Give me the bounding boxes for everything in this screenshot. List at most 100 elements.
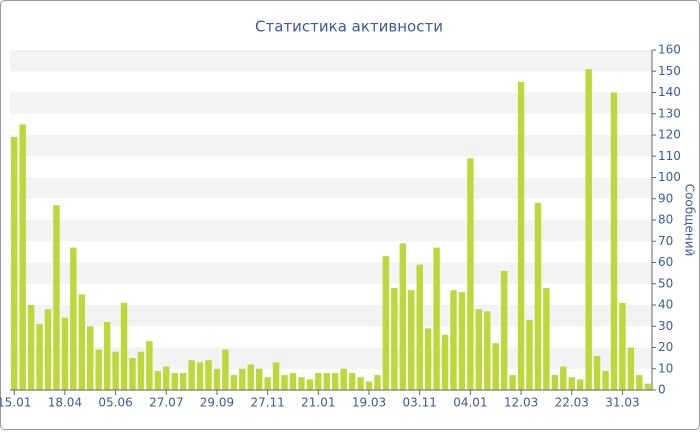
bar (205, 360, 212, 390)
x-tick-label: 18.04 (48, 396, 82, 410)
bar (416, 264, 423, 390)
y-tick-label: 0 (658, 383, 666, 397)
bar (560, 366, 567, 390)
bar (70, 247, 77, 390)
bar (222, 349, 229, 390)
grid-band (10, 92, 652, 114)
bar (95, 349, 102, 390)
x-tick-label: 15.01 (0, 396, 31, 410)
bar (382, 256, 390, 390)
x-tick-label: 21.01 (301, 396, 335, 410)
bar (11, 137, 18, 390)
bar (348, 373, 356, 390)
y-tick-label: 50 (658, 276, 673, 290)
bar (196, 362, 204, 390)
bar (357, 377, 364, 390)
bar (627, 347, 635, 390)
x-tick-label: 04.01 (453, 396, 487, 410)
grid-band (10, 177, 652, 199)
bar (593, 356, 601, 390)
y-tick-label: 70 (658, 234, 673, 248)
bar (298, 377, 305, 390)
bar (289, 373, 297, 390)
bar (213, 368, 221, 390)
x-tick-label: 12.03 (504, 396, 538, 410)
bar (323, 373, 330, 390)
bar (272, 362, 280, 390)
bar (188, 360, 195, 390)
y-tick-label: 80 (658, 213, 673, 227)
bar (264, 377, 271, 390)
bar (87, 326, 94, 390)
bar (171, 373, 178, 390)
bar (374, 375, 381, 390)
x-tick-label: 29.09 (200, 396, 234, 410)
bar (636, 375, 643, 390)
chart-title: Статистика активности (255, 18, 443, 36)
y-tick-label: 10 (658, 361, 673, 375)
bar (399, 243, 407, 390)
bar (340, 368, 347, 390)
grid-band (10, 50, 652, 72)
bar (179, 373, 187, 390)
bar (120, 302, 128, 390)
y-tick-label: 130 (658, 106, 681, 120)
bar (585, 69, 592, 390)
bar (610, 92, 618, 390)
bar (424, 328, 432, 390)
y-tick-label: 60 (658, 255, 673, 269)
bar (484, 311, 491, 390)
bar (534, 203, 542, 390)
bar (441, 334, 449, 390)
x-tick-label: 27.11 (250, 396, 284, 410)
bar (619, 302, 626, 390)
grid-band (10, 305, 652, 327)
y-tick-label: 110 (658, 149, 681, 163)
y-tick-label: 40 (658, 298, 673, 312)
bar (255, 368, 263, 390)
bar (543, 288, 550, 390)
y-tick-label: 90 (658, 191, 673, 205)
bar (492, 343, 499, 390)
bar (103, 322, 111, 390)
bar (239, 368, 246, 390)
grid-band (10, 347, 652, 369)
bar (467, 158, 474, 390)
y-tick-label: 160 (658, 43, 681, 57)
bar (306, 379, 314, 390)
x-tick-label: 19.03 (352, 396, 386, 410)
y-tick-label: 100 (658, 170, 681, 184)
y-axis-label: Сообщений (683, 184, 697, 257)
bar (576, 379, 584, 390)
bar (315, 373, 322, 390)
bar (602, 370, 609, 390)
bar (27, 305, 35, 390)
bar (551, 375, 559, 390)
bar (36, 324, 43, 390)
bar (78, 294, 86, 390)
bar (509, 375, 516, 390)
bar (568, 377, 575, 390)
grid-band (10, 220, 652, 242)
bar (365, 381, 373, 390)
bar (517, 81, 525, 390)
bar (526, 319, 533, 390)
y-tick-label: 120 (658, 128, 681, 142)
bar (458, 292, 466, 390)
x-tick-label: 31.03 (605, 396, 639, 410)
bar (247, 364, 254, 390)
bar (644, 383, 651, 390)
bar (44, 309, 52, 390)
bar (408, 290, 415, 390)
bar (61, 317, 69, 390)
bar (332, 373, 339, 390)
bar (137, 351, 145, 390)
bar (53, 205, 60, 390)
bar (500, 271, 508, 390)
y-tick-label: 150 (658, 64, 681, 78)
x-tick-label: 03.11 (403, 396, 437, 410)
bar (146, 341, 153, 390)
bar (475, 309, 483, 390)
